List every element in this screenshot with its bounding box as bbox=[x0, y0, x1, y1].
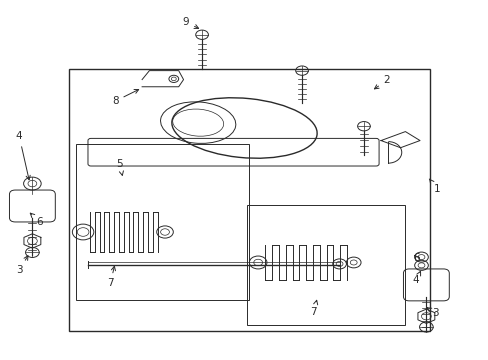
Text: 3: 3 bbox=[16, 256, 28, 275]
Text: 4: 4 bbox=[16, 131, 30, 180]
Text: 7: 7 bbox=[310, 300, 317, 317]
Text: 4: 4 bbox=[412, 271, 420, 285]
Text: 3: 3 bbox=[426, 307, 438, 318]
Text: 5: 5 bbox=[116, 159, 123, 175]
Text: 2: 2 bbox=[374, 75, 389, 89]
Bar bbox=[76, 144, 249, 300]
Text: 8: 8 bbox=[112, 90, 139, 106]
Text: 6: 6 bbox=[30, 213, 43, 227]
Text: 7: 7 bbox=[107, 266, 115, 288]
Bar bbox=[246, 205, 405, 325]
Bar bbox=[69, 69, 429, 330]
Text: 6: 6 bbox=[412, 253, 419, 263]
Text: 9: 9 bbox=[183, 17, 198, 28]
Text: 1: 1 bbox=[428, 179, 440, 194]
